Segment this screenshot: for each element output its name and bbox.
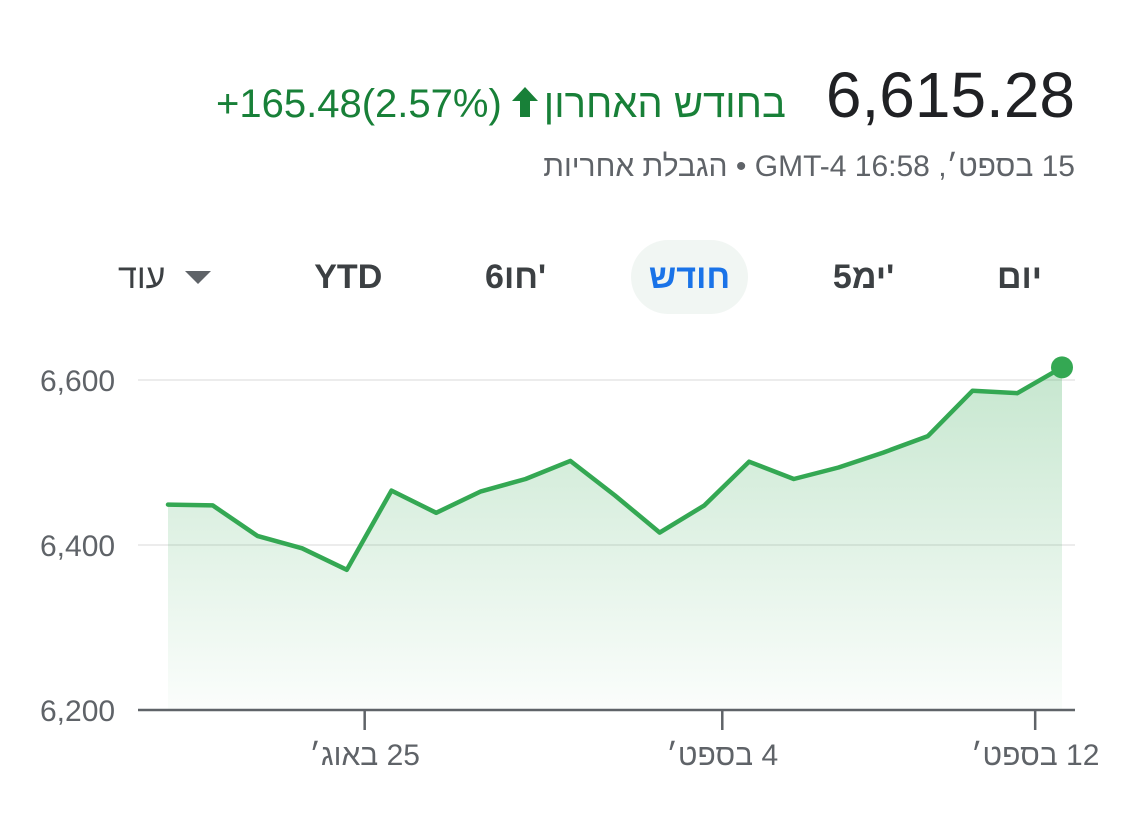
data-point-19 [1015,391,1019,395]
price-change: +165.48 (2.57%) בחודש האחרון [216,82,802,127]
tab-month[interactable]: חודש [630,240,749,314]
data-point-18 [971,389,975,393]
caret-down-icon [185,270,212,284]
price-line [165,365,1065,573]
data-point-16 [881,451,885,455]
disclaimer-link[interactable]: הגבלת אחריות [543,150,728,183]
y-tick-label-6400: 6,400 [40,530,115,563]
data-point-17 [926,434,930,438]
change-value: +165.48 [216,82,362,126]
y-tick-label-6600: 6,600 [40,365,115,398]
arrow-up-icon [511,87,538,117]
more-dropdown[interactable]: עוד [100,240,229,314]
current-price: 6,615.28 [825,59,1075,131]
tab-day[interactable]: יום [996,258,1042,296]
data-point-11 [658,531,662,535]
quote-subline: 15 בספט׳, 16:58 GMT-4 • הגבלת אחריות [543,150,1075,184]
tab-5-days[interactable]: 5ימ' [832,258,895,296]
data-point-15 [837,466,841,470]
data-point-6 [434,511,438,515]
data-point-3 [300,546,304,550]
data-point-0 [166,503,170,507]
x-tick-label-0: 25 באוג׳ [309,739,420,772]
separator-dot: • [735,150,747,183]
data-point-9 [568,459,572,463]
data-point-7 [479,489,483,493]
data-point-13 [747,460,751,464]
data-point-12 [702,503,706,507]
data-point-10 [613,494,617,498]
price-row: 6,615.28 +165.48 (2.57%) בחודש האחרון [216,58,1075,132]
last-price-marker [1051,356,1073,379]
data-point-5 [390,489,394,493]
data-point-8 [524,477,528,481]
tab-ytd[interactable]: YTD [314,258,383,296]
y-tick-label-6200: 6,200 [40,695,115,728]
change-period: בחודש האחרון [543,82,786,126]
timestamp: 15 בספט׳, 16:58 GMT-4 [754,150,1075,183]
x-tick-label-1: 4 בספט׳ [666,739,778,772]
x-tick-label-2: 12 בספט׳ [971,739,1099,772]
data-point-14 [792,477,796,481]
more-label: עוד [118,258,166,296]
price-area-fill [168,367,1062,710]
tab-6-months[interactable]: 6חו' [485,258,547,296]
data-point-1 [211,503,215,507]
price-chart: 6,200 6,400 6,600 25 באוג׳ 4 בספט׳ 12 בספט׳ [40,356,1099,772]
data-point-4 [345,568,349,572]
data-point-2 [255,534,259,538]
range-tabs: יום 5ימ' חודש 6חו' YTD עוד [100,240,1060,314]
change-percent: (2.57%) [361,82,502,126]
